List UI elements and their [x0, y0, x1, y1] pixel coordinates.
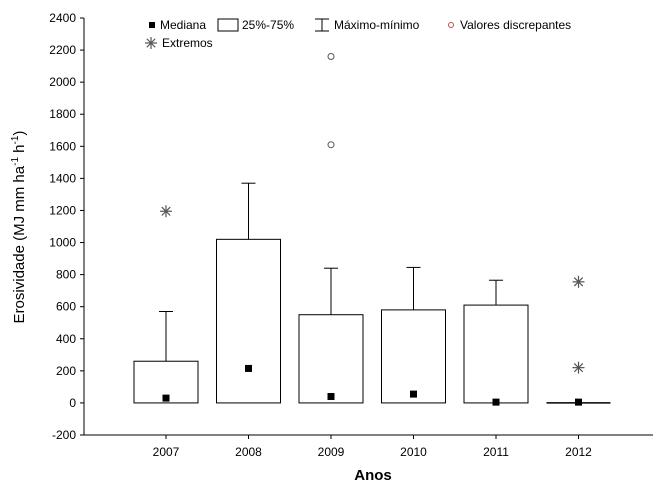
median-marker [327, 393, 335, 401]
legend-outlier-marker [448, 22, 454, 28]
y-tick-label: 2200 [49, 43, 76, 57]
y-tick-label: 1200 [49, 203, 76, 217]
box-2012 [546, 275, 611, 406]
legend-box-label: 25%-75% [242, 18, 294, 32]
median-marker [162, 394, 170, 402]
x-tick-label: 2012 [565, 445, 592, 459]
box-2009 [298, 52, 364, 404]
x-tick-label: 2009 [318, 445, 345, 459]
y-tick-label: 1600 [49, 139, 76, 153]
y-tick-label: 2000 [49, 75, 76, 89]
y-tick-label: 200 [56, 364, 76, 378]
extreme-stroke [573, 362, 584, 373]
extreme-point [572, 275, 585, 288]
extreme-stroke [146, 38, 156, 48]
y-axis-label-base: Erosividade (MJ mm ha [11, 165, 28, 323]
median-marker [575, 398, 582, 406]
y-tick-label: 1400 [49, 171, 76, 185]
legend-box-marker [217, 18, 239, 32]
extreme-stroke [573, 277, 584, 287]
box-2008 [216, 182, 281, 404]
median-marker [492, 398, 500, 406]
x-ticks: 2007 2008 2009 2010 2011 2012 [153, 435, 592, 459]
y-tick-label: 400 [56, 332, 76, 346]
y-tick-label: 0 [69, 396, 76, 410]
y-tick-label: -200 [52, 428, 76, 442]
outlier-point [327, 141, 335, 149]
extreme-point [160, 205, 172, 218]
x-tick-label: 2007 [153, 445, 180, 459]
legend-extreme-marker [145, 37, 157, 49]
legend-median-label: Mediana [160, 18, 206, 32]
box-rect [463, 304, 529, 404]
y-tick-label: 600 [56, 300, 76, 314]
y-axis-label: Erosividade (MJ mm ha-1 h-1) [10, 131, 28, 324]
legend-whisker-label: Máximo-mínimo [334, 18, 420, 32]
box-2007 [133, 205, 199, 404]
median-marker [245, 364, 252, 372]
x-axis-label: Anos [354, 467, 392, 484]
y-axis-label-sup2: -1 [10, 135, 21, 144]
axes [83, 18, 653, 436]
y-tick-label: 1800 [49, 107, 76, 121]
x-tick-label: 2010 [400, 445, 427, 459]
box-rect [298, 314, 364, 404]
extreme-stroke [161, 206, 171, 216]
y-tick-label: 1000 [49, 236, 76, 250]
median-marker [410, 390, 417, 398]
box-series [133, 52, 611, 406]
extreme-point [572, 361, 585, 374]
y-axis-label-mid: h [11, 144, 28, 157]
x-tick-label: 2011 [483, 445, 509, 459]
box-2010 [381, 266, 446, 404]
legend: Mediana 25%-75% Máximo-mínimo Valores discr… [145, 18, 571, 50]
box-rect [381, 309, 446, 404]
legend-outlier-label: Valores discrepantes [460, 18, 571, 32]
legend-extreme-label: Extremos [162, 36, 213, 50]
y-ticks: -200 0 200 400 600 800 1000 1200 1400 1600 1800 200… [49, 11, 84, 442]
y-tick-label: 800 [56, 268, 76, 282]
box-2011 [463, 279, 529, 406]
box-rect [216, 238, 281, 404]
y-tick-label: 2400 [49, 11, 76, 25]
y-axis-label-end: ) [11, 131, 28, 136]
y-axis-label-sup1: -1 [10, 157, 21, 166]
outlier-point [327, 52, 335, 60]
legend-median-marker [149, 22, 155, 28]
x-tick-label: 2008 [235, 445, 262, 459]
